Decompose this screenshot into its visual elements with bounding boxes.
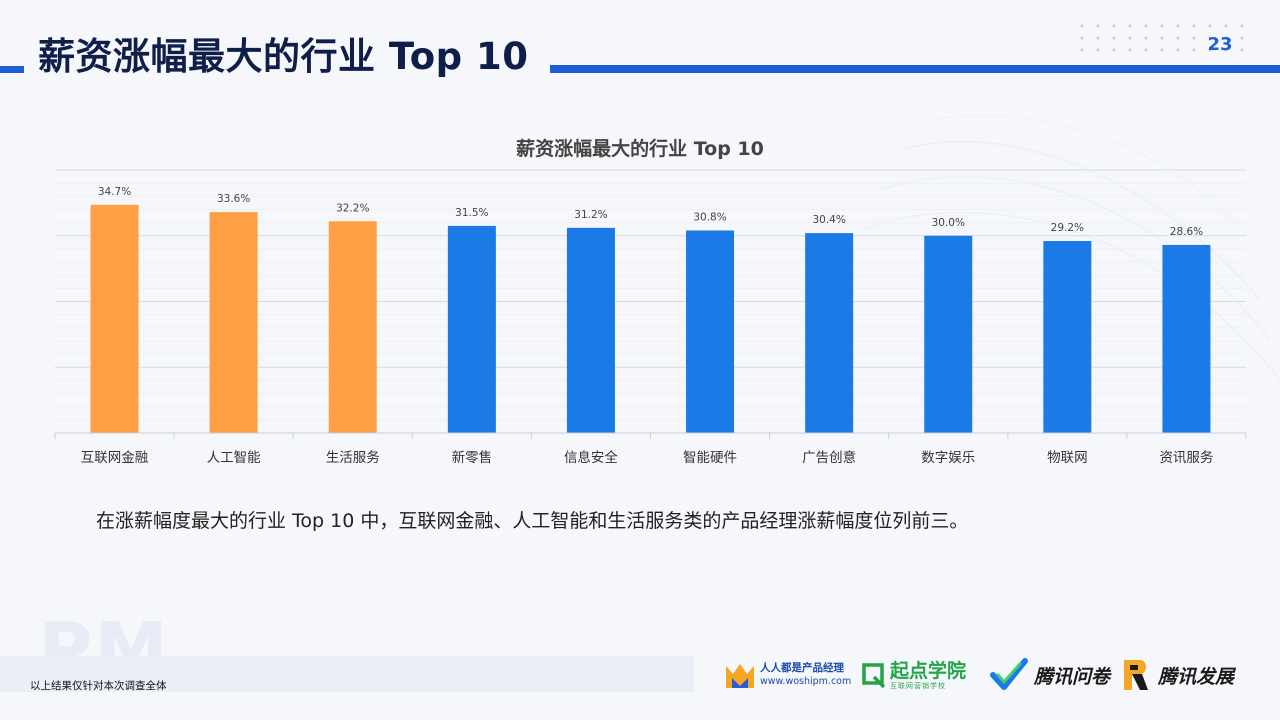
tencent-wenjuan-name: 腾讯问卷 bbox=[1034, 665, 1111, 688]
bar-value-label: 30.0% bbox=[932, 217, 965, 229]
bar-value-label: 31.2% bbox=[574, 209, 607, 221]
logo-woshipm: 人人都是产品经理 www.woshipm.com bbox=[724, 658, 851, 692]
bar-7 bbox=[805, 233, 854, 433]
category-label: 生活服务 bbox=[326, 450, 380, 466]
qidian-name: 起点学院 bbox=[890, 659, 967, 682]
chart-value-labels: 34.7% 33.6% 32.2% 31.5% 31.2% 30.8% 30.4% 30.0%… bbox=[98, 186, 1203, 238]
bar-9 bbox=[1043, 241, 1092, 433]
chart-bars bbox=[90, 204, 1211, 433]
bar-value-label: 31.5% bbox=[455, 207, 488, 219]
bar-2 bbox=[209, 212, 258, 433]
footnote: 以上结果仅针对本次调查全体 bbox=[30, 680, 167, 692]
summary-text: 在涨薪幅度最大的行业 Top 10 中，互联网金融、人工智能和生活服务类的产品经… bbox=[96, 510, 969, 532]
qidian-q-icon bbox=[862, 663, 886, 688]
footer-band bbox=[0, 656, 694, 692]
dot-grid-decoration bbox=[1074, 20, 1250, 52]
bar-4 bbox=[447, 225, 496, 433]
bar-value-label: 34.7% bbox=[98, 186, 131, 198]
bar-6 bbox=[686, 230, 735, 433]
tencent-development-name: 腾讯发展 bbox=[1158, 665, 1235, 688]
bar-value-label: 29.2% bbox=[1051, 222, 1084, 234]
chart-x-axis bbox=[54, 432, 1247, 439]
bar-value-label: 30.8% bbox=[693, 211, 726, 223]
tencent-development-icon bbox=[1124, 660, 1148, 690]
bar-1 bbox=[90, 204, 139, 433]
logo-qidian: 起点学院 互联网营销学校 bbox=[862, 658, 966, 692]
category-label: 数字娱乐 bbox=[921, 450, 975, 466]
bar-value-label: 33.6% bbox=[217, 193, 250, 205]
page-title: 薪资涨幅最大的行业 Top 10 bbox=[38, 35, 529, 78]
qidian-slogan: 互联网营销学校 bbox=[890, 681, 946, 690]
category-label: 物联网 bbox=[1047, 450, 1088, 466]
category-label: 资讯服务 bbox=[1159, 450, 1213, 466]
category-label: 互联网金融 bbox=[81, 450, 149, 466]
bar-value-label: 32.2% bbox=[336, 202, 369, 214]
bar-5 bbox=[566, 227, 615, 433]
bar-8 bbox=[924, 235, 973, 433]
page-number: 23 bbox=[1207, 34, 1233, 55]
bar-3 bbox=[328, 221, 377, 433]
woshipm-m-icon bbox=[726, 664, 754, 688]
title-rule bbox=[550, 65, 1280, 73]
category-label: 人工智能 bbox=[207, 450, 261, 466]
tencent-wenjuan-check-icon bbox=[990, 658, 1028, 690]
category-label: 智能硬件 bbox=[683, 450, 737, 466]
chart-title: 薪资涨幅最大的行业 Top 10 bbox=[516, 138, 764, 160]
title-left-accent bbox=[0, 66, 24, 73]
category-label: 广告创意 bbox=[802, 449, 856, 466]
category-label: 信息安全 bbox=[564, 449, 618, 466]
bar-value-label: 28.6% bbox=[1170, 226, 1203, 238]
woshipm-url: www.woshipm.com bbox=[760, 676, 852, 687]
woshipm-name: 人人都是产品经理 bbox=[760, 662, 844, 674]
bar-value-label: 30.4% bbox=[812, 214, 845, 226]
category-label: 新零售 bbox=[452, 450, 493, 466]
bar-10 bbox=[1162, 244, 1211, 433]
logo-tencent-wenjuan: 腾讯问卷 bbox=[990, 655, 1110, 695]
chart-category-labels: 互联网金融 人工智能 生活服务 新零售 信息安全 智能硬件 广告创意 数字娱乐 物联网 资讯服务 bbox=[81, 449, 1214, 466]
logo-tencent-development: 腾讯发展 bbox=[1120, 655, 1234, 695]
